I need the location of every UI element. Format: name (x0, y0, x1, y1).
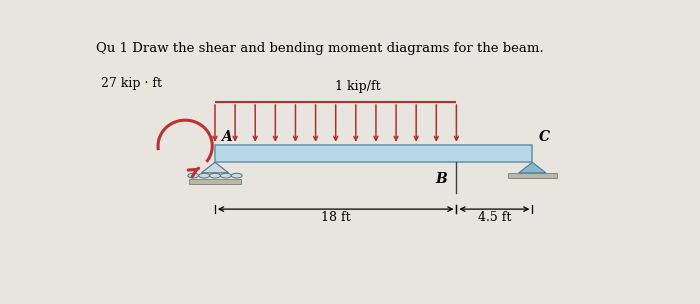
Text: 4.5 ft: 4.5 ft (477, 212, 511, 224)
Circle shape (199, 173, 209, 178)
Text: 18 ft: 18 ft (321, 212, 351, 224)
Text: C: C (539, 130, 550, 143)
Circle shape (188, 173, 199, 178)
Text: Qu 1 Draw the shear and bending moment diagrams for the beam.: Qu 1 Draw the shear and bending moment d… (96, 42, 543, 55)
Polygon shape (202, 162, 228, 173)
Bar (189, 179, 241, 184)
Text: A: A (221, 130, 232, 143)
Bar (508, 173, 556, 178)
Circle shape (231, 173, 242, 178)
Circle shape (209, 173, 220, 178)
Bar (215, 145, 532, 162)
Text: 27 kip · ft: 27 kip · ft (101, 77, 162, 90)
Text: B: B (435, 172, 447, 186)
Text: 1 kip/ft: 1 kip/ft (335, 80, 380, 93)
Circle shape (220, 173, 231, 178)
Polygon shape (519, 162, 546, 173)
